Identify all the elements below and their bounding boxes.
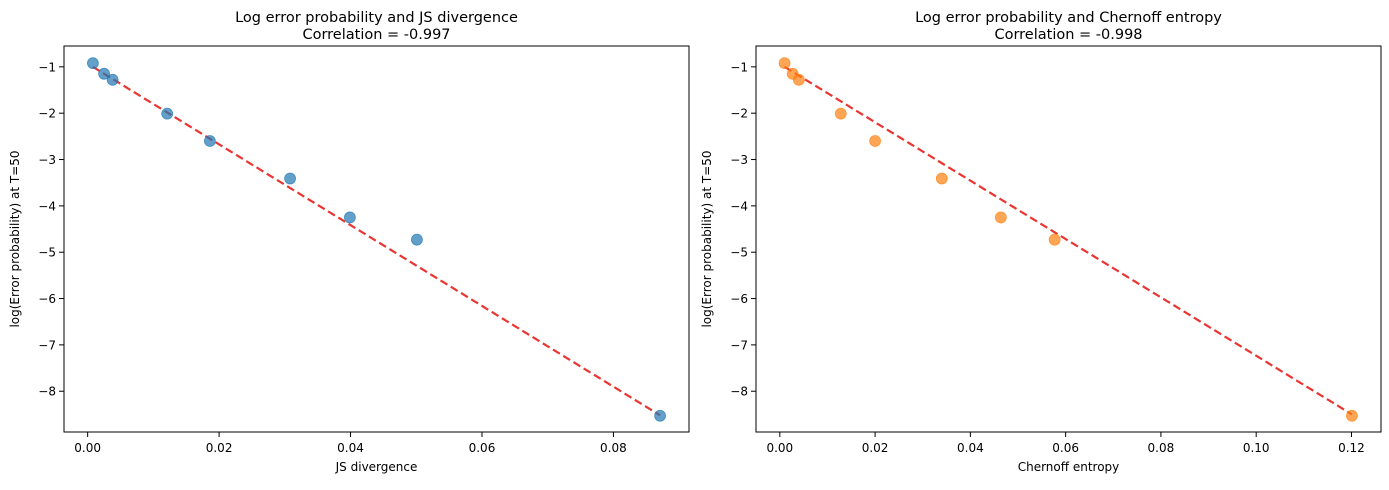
y-tick-label: −2 bbox=[730, 107, 748, 121]
data-point-7 bbox=[994, 211, 1007, 224]
data-point-6 bbox=[284, 172, 296, 185]
y-tick-label: −7 bbox=[730, 338, 748, 352]
chart-title: Log error probability and Chernoff entro… bbox=[915, 10, 1222, 26]
x-axis-label: Chernoff entropy bbox=[1018, 460, 1120, 474]
data-point-5 bbox=[869, 135, 881, 147]
chart-subtitle: Correlation = -0.997 bbox=[302, 27, 450, 43]
y-tick-label: −5 bbox=[38, 246, 56, 260]
axes-frame bbox=[755, 45, 1382, 433]
x-tick-label: 0.00 bbox=[74, 441, 101, 455]
y-tick-label: −5 bbox=[730, 246, 748, 260]
data-point-6 bbox=[935, 172, 948, 185]
y-tick-label: −6 bbox=[38, 292, 56, 306]
data-point-3 bbox=[106, 73, 119, 86]
axes-frame bbox=[63, 45, 690, 433]
data-point-2 bbox=[98, 67, 110, 80]
y-tick-label: −7 bbox=[38, 338, 56, 352]
y-tick-label: −2 bbox=[38, 107, 56, 121]
y-tick-label: −6 bbox=[730, 292, 748, 306]
x-tick-label: 0.06 bbox=[1052, 441, 1079, 455]
x-tick-label: 0.00 bbox=[766, 441, 793, 455]
x-tick-label: 0.04 bbox=[957, 441, 984, 455]
y-tick-label: −3 bbox=[38, 153, 56, 167]
y-tick-label: −1 bbox=[38, 60, 56, 74]
fit-line bbox=[92, 65, 661, 417]
x-tick-label: 0.06 bbox=[469, 441, 496, 455]
x-axis-label: JS divergence bbox=[335, 460, 418, 474]
data-point-4 bbox=[834, 107, 847, 120]
y-tick-label: −1 bbox=[730, 60, 748, 74]
x-tick-label: 0.04 bbox=[337, 441, 364, 455]
y-tick-label: −8 bbox=[730, 385, 748, 399]
y-tick-label: −3 bbox=[730, 153, 748, 167]
y-tick-label: −4 bbox=[38, 199, 56, 213]
x-tick-label: 0.02 bbox=[862, 441, 889, 455]
data-point-1 bbox=[87, 57, 99, 70]
data-point-9 bbox=[654, 409, 666, 422]
x-tick-label: 0.10 bbox=[1243, 441, 1270, 455]
y-axis-label: log(Error probability) at T=50 bbox=[8, 150, 22, 327]
fit-line bbox=[784, 65, 1353, 416]
data-point-3 bbox=[792, 73, 805, 86]
data-point-8 bbox=[1048, 233, 1061, 246]
chart-panel-1: Log error probability and JS divergenceC… bbox=[8, 10, 690, 474]
chart-panel-2: Log error probability and Chernoff entro… bbox=[700, 10, 1382, 474]
x-tick-label: 0.12 bbox=[1338, 441, 1365, 455]
data-point-5 bbox=[203, 135, 216, 147]
data-point-4 bbox=[161, 107, 174, 120]
data-point-9 bbox=[1346, 409, 1358, 422]
y-tick-label: −8 bbox=[38, 385, 56, 399]
data-point-7 bbox=[343, 211, 356, 224]
chart-subtitle: Correlation = -0.998 bbox=[994, 27, 1142, 43]
x-tick-label: 0.08 bbox=[1148, 441, 1175, 455]
data-point-8 bbox=[411, 233, 423, 246]
data-point-1 bbox=[778, 57, 791, 70]
x-tick-label: 0.08 bbox=[600, 441, 627, 455]
x-tick-label: 0.02 bbox=[206, 441, 233, 455]
y-axis-label: log(Error probability) at T=50 bbox=[700, 150, 714, 327]
chart-title: Log error probability and JS divergence bbox=[235, 10, 518, 26]
y-tick-label: −4 bbox=[730, 199, 748, 213]
